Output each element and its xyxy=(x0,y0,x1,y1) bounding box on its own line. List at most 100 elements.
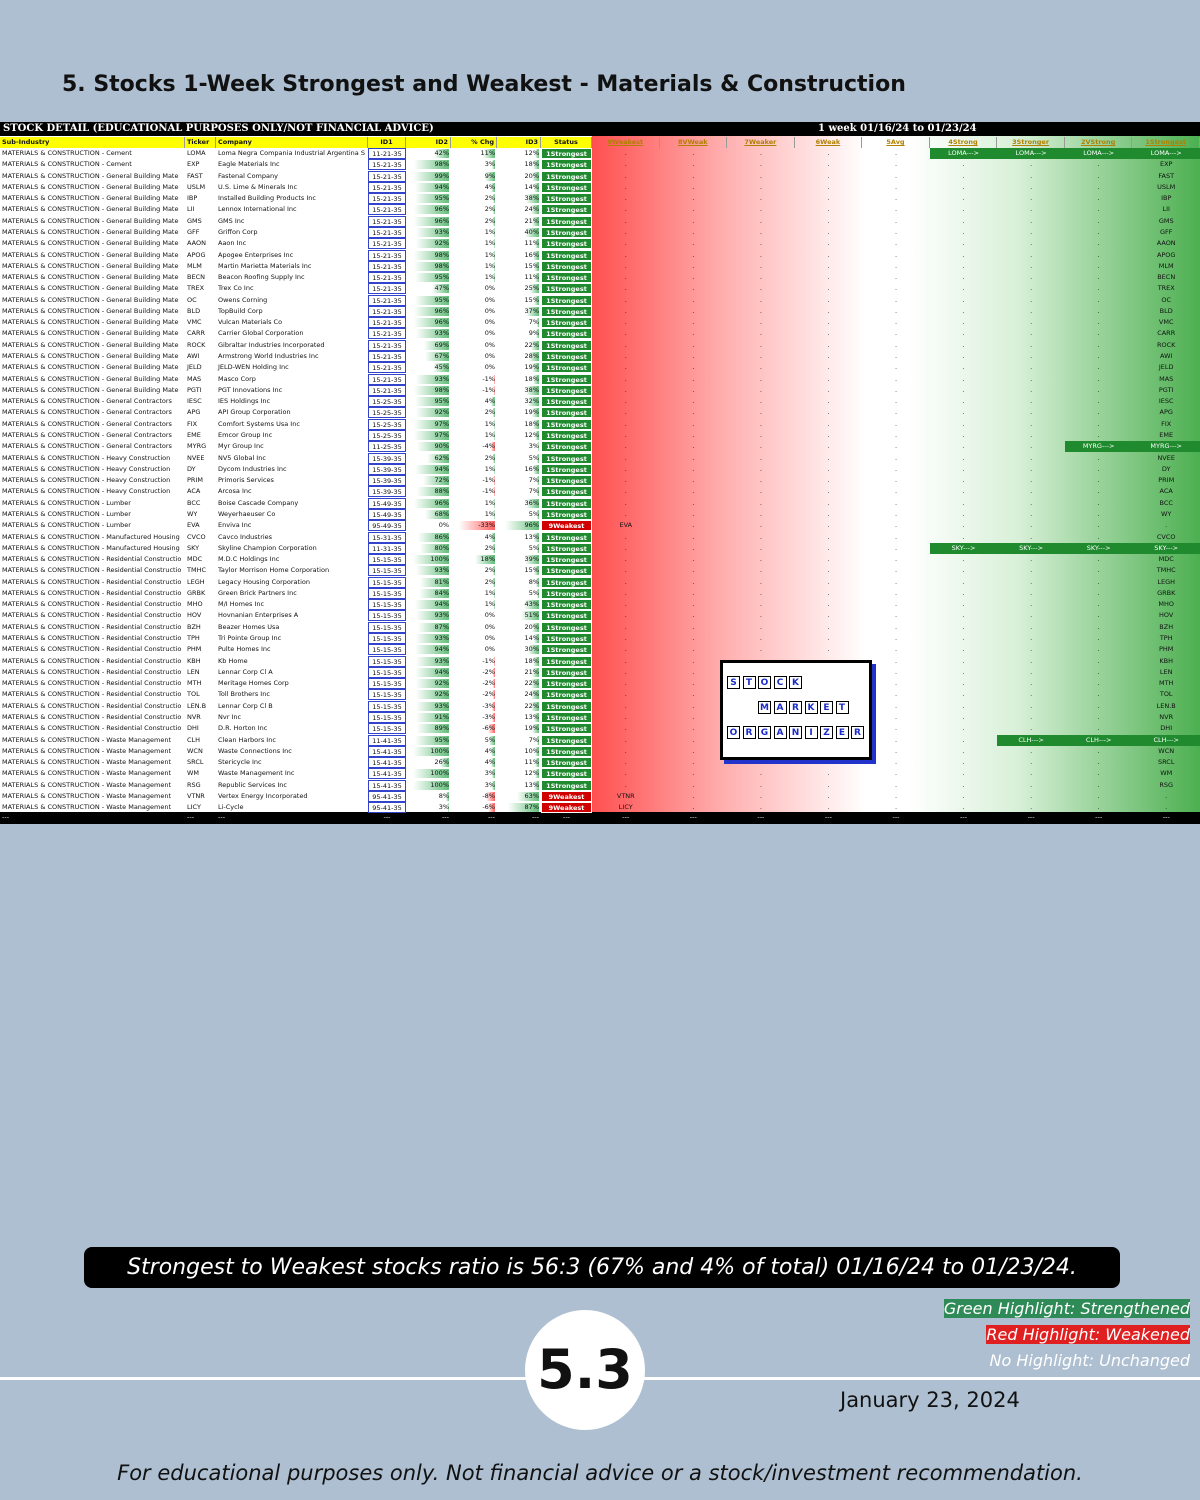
strength-cell: . xyxy=(795,306,863,317)
cell-text: 40% xyxy=(524,227,539,236)
sub-industry: MATERIALS & CONSTRUCTION - General Build… xyxy=(0,351,185,362)
cell-text: . xyxy=(962,419,965,428)
company: Lennar Corp Cl B xyxy=(216,701,368,712)
cell-text: MATERIALS & CONSTRUCTION - General Build… xyxy=(2,284,179,293)
company: Clean Harbors Inc xyxy=(216,735,368,746)
data-bar xyxy=(525,555,539,565)
company: Primoris Services xyxy=(216,475,368,486)
cell-text: . xyxy=(827,306,830,315)
cell-text: . xyxy=(759,611,762,620)
id3: 24% xyxy=(497,689,541,700)
cell-text: . xyxy=(692,352,695,361)
cell-text: 2% xyxy=(484,453,495,462)
data-bar xyxy=(533,261,539,271)
company: Myr Group Inc xyxy=(216,441,368,452)
strength-cell: . xyxy=(727,238,795,249)
cell-text: Meritage Homes Corp xyxy=(218,679,289,688)
cell-text: 7% xyxy=(528,487,539,496)
cell-text: CVCO xyxy=(187,532,206,541)
cell-text: MATERIALS & CONSTRUCTION - Waste Managem… xyxy=(2,735,172,744)
data-bar xyxy=(424,509,449,519)
cell-text: . xyxy=(1030,746,1033,755)
strength-cell: . xyxy=(592,644,660,655)
cell-text: . xyxy=(624,498,627,507)
company: Aaon Inc xyxy=(216,238,368,249)
id1: 11-25-35 xyxy=(368,441,406,453)
strength-cell: . xyxy=(660,656,728,667)
footer-cell: --- xyxy=(1095,813,1103,821)
sub-industry: MATERIALS & CONSTRUCTION - Residential C… xyxy=(0,644,185,655)
ticker: FIX xyxy=(185,419,216,430)
data-bar xyxy=(492,408,495,418)
cell-text: 15-21-35 xyxy=(372,296,402,305)
cell-text: . xyxy=(1097,622,1100,631)
cell-text: TMHC xyxy=(1156,566,1176,575)
strength-cell: . xyxy=(930,396,998,407)
cell-text: PGT Innovations Inc xyxy=(218,385,283,394)
company: Pulte Homes Inc xyxy=(216,644,368,655)
cell-text: . xyxy=(624,713,627,721)
footer-cell: --- xyxy=(689,813,697,821)
status: 1Strongest xyxy=(541,678,592,690)
id1: 15-21-35 xyxy=(368,260,406,272)
ticker: JELD xyxy=(185,362,216,373)
cell-text: . xyxy=(962,611,965,620)
strength-cell: . xyxy=(592,306,660,317)
data-bar xyxy=(475,555,495,565)
data-bar xyxy=(535,329,539,339)
strength-cell: . xyxy=(660,193,728,204)
data-bar xyxy=(415,182,449,192)
cell-text: . xyxy=(1097,464,1100,473)
ticker: DHI xyxy=(185,723,216,734)
status: 1Strongest xyxy=(541,170,592,182)
cell-text: . xyxy=(962,791,965,800)
strength-cell: . xyxy=(1065,475,1133,486)
data-bar xyxy=(493,498,495,508)
summary-box xyxy=(84,1247,1120,1288)
company: Loma Negra Compania Industrial Argentina… xyxy=(216,148,368,159)
strength-cell: . xyxy=(1065,453,1133,464)
cell-text: Armstrong World Industries Inc xyxy=(218,352,319,361)
cell-text: -6% xyxy=(482,803,495,812)
cell-text: 15-15-35 xyxy=(372,612,402,621)
data-bar xyxy=(505,521,539,531)
cell-text: 2% xyxy=(484,543,495,552)
cell-text: -8% xyxy=(482,791,495,800)
ticker: BLD xyxy=(185,306,216,317)
strength-cell: . xyxy=(930,678,998,689)
column-header: Company xyxy=(216,137,368,148)
cell-text: . xyxy=(1097,498,1100,507)
cell-text: SKY---> xyxy=(1154,543,1179,552)
sub-industry: MATERIALS & CONSTRUCTION - General Build… xyxy=(0,204,185,215)
cell-text: . xyxy=(1030,363,1033,372)
strength-cell: . xyxy=(1065,216,1133,227)
status: 1Strongest xyxy=(541,328,592,340)
cell-text: 1Strongest xyxy=(546,657,587,666)
cell-text: 1Strongest xyxy=(546,217,587,226)
strength-cell: . xyxy=(727,216,795,227)
cell-text: DHI xyxy=(1160,724,1173,733)
cell-text: . xyxy=(692,498,695,507)
id2: 96% xyxy=(406,317,451,328)
strength-cell: MLM xyxy=(1132,261,1200,272)
cell-text: DY xyxy=(187,464,196,473)
cell-text: KBH xyxy=(1159,656,1174,665)
cell-text: . xyxy=(962,182,965,191)
strength-cell: . xyxy=(930,723,998,734)
cell-text: 100% xyxy=(430,746,449,755)
strength-cell: . xyxy=(727,272,795,283)
title: 5. Stocks 1-Week Strongest and Weakest -… xyxy=(62,72,906,97)
ticker: AAON xyxy=(185,238,216,249)
strength-cell: . xyxy=(795,238,863,249)
cell-text: . xyxy=(1030,600,1033,609)
data-bar xyxy=(508,803,539,813)
cell-text: 81% xyxy=(434,577,449,586)
cell-text: MTH xyxy=(187,679,202,688)
cell-text: . xyxy=(1097,634,1100,643)
cell-text: 96% xyxy=(434,306,449,315)
strength-cell: . xyxy=(862,723,930,734)
strength-cell: . xyxy=(795,588,863,599)
strength-cell: . xyxy=(862,712,930,723)
strength-cell: . xyxy=(862,419,930,430)
